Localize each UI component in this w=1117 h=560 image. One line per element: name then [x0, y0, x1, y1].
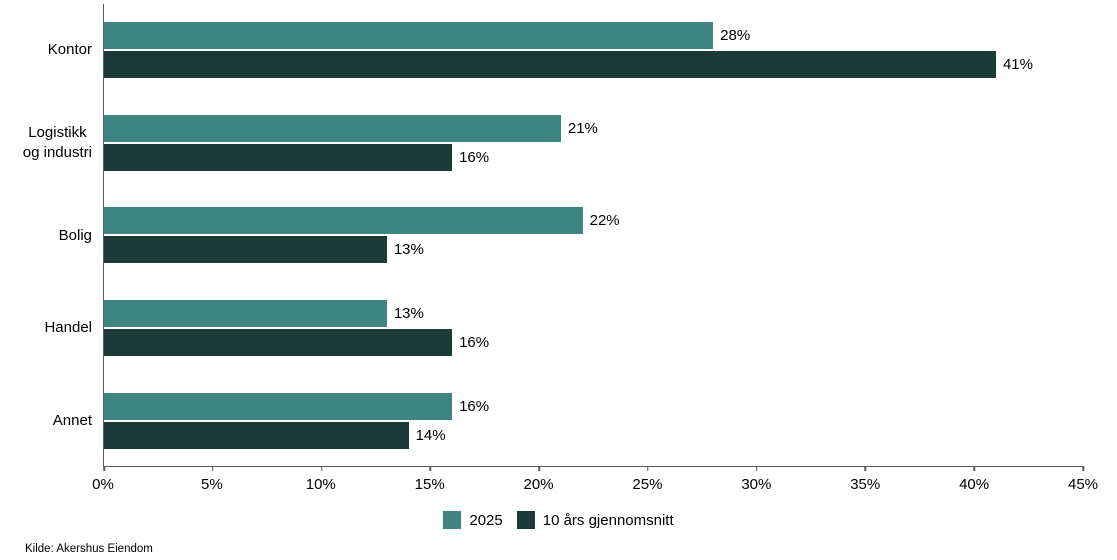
- x-axis-tick-label: 20%: [523, 476, 554, 493]
- category-label-line: Bolig: [58, 226, 92, 244]
- category-label-line: Kontor: [47, 41, 92, 59]
- category-label-annet: Annet: [53, 411, 92, 431]
- bar-row: 22%: [104, 207, 1083, 235]
- bar-row: 16%: [104, 329, 1083, 357]
- bar-pair: 21% 16%: [104, 114, 1083, 171]
- value-label-10-års-gjennomsnitt-kontor: 41%: [1002, 56, 1033, 74]
- x-axis-tick-label: 30%: [741, 476, 772, 493]
- value-label-2025-kontor: 28%: [720, 27, 751, 45]
- bar-row: 16%: [104, 143, 1083, 171]
- legend-item-2025: 2025: [443, 511, 503, 529]
- x-axis-tick: [1082, 466, 1084, 471]
- bar-row: 21%: [104, 114, 1083, 142]
- x-axis-tick-label: 5%: [201, 476, 223, 493]
- bar-group-handel: 13% 16%: [104, 282, 1083, 375]
- value-label-2025-bolig: 22%: [589, 212, 620, 230]
- x-axis-tick-label: 15%: [414, 476, 445, 493]
- x-axis-tick: [864, 466, 867, 471]
- bar-10-års-gjennomsnitt-handel: [104, 329, 453, 357]
- x-axis-tick-label: 25%: [632, 476, 663, 493]
- legend-item-10-års-gjennomsnitt: 10 års gjennomsnitt: [516, 511, 674, 529]
- x-axis-tick-label: 10%: [305, 476, 336, 493]
- bar-group-kontor: 28% 41%: [104, 4, 1083, 97]
- bar-2025-logistikk-og-industri: [104, 114, 561, 142]
- bar-group-bolig: 22% 13%: [104, 189, 1083, 282]
- bar-row: 16%: [104, 392, 1083, 420]
- bar-pair: 22% 13%: [104, 207, 1083, 264]
- x-axis-tick: [973, 466, 975, 471]
- bar-2025-annet: [104, 392, 453, 420]
- x-axis-tick: [429, 466, 432, 471]
- bar-2025-handel: [104, 300, 387, 328]
- legend-label-10-års-gjennomsnitt: 10 års gjennomsnitt: [542, 511, 674, 529]
- category-label-logistikk-og-industri: Logistikk og industri: [23, 123, 92, 163]
- x-axis-tick-label: 40%: [959, 476, 990, 493]
- legend-swatch-2025: [443, 511, 462, 529]
- bar-group-annet: 16% 14%: [104, 374, 1083, 467]
- bar-2025-bolig: [104, 207, 583, 235]
- category-label-line: Handel: [44, 319, 92, 337]
- category-label-line: og industri: [22, 143, 92, 161]
- bar-10-års-gjennomsnitt-bolig: [104, 236, 387, 264]
- bar-pair: 13% 16%: [104, 300, 1083, 357]
- bar-2025-kontor: [104, 22, 714, 50]
- category-label-line: Logistikk: [28, 123, 87, 141]
- value-label-2025-logistikk-og-industri: 21%: [567, 119, 598, 137]
- value-label-10-års-gjennomsnitt-annet: 14%: [415, 426, 446, 444]
- bar-row: 28%: [104, 22, 1083, 50]
- bar-row: 13%: [104, 236, 1083, 264]
- value-label-10-års-gjennomsnitt-logistikk-og-industri: 16%: [459, 148, 490, 166]
- x-axis-tick: [647, 466, 649, 471]
- category-label-handel: Handel: [44, 318, 92, 338]
- bar-row: 14%: [104, 421, 1083, 449]
- x-axis-tick-label: 0%: [92, 476, 114, 493]
- x-axis-tick: [755, 466, 758, 471]
- x-axis-tick-label: 35%: [850, 476, 881, 493]
- legend: 2025 10 års gjennomsnitt: [0, 511, 1117, 529]
- category-label-line: Annet: [52, 411, 92, 429]
- bar-10-års-gjennomsnitt-logistikk-og-industri: [104, 143, 453, 171]
- legend-label-2025: 2025: [469, 511, 503, 529]
- bar-10-års-gjennomsnitt-annet: [104, 421, 409, 449]
- bar-pair: 28% 41%: [104, 22, 1083, 79]
- x-axis-tick: [103, 466, 105, 471]
- value-label-10-års-gjennomsnitt-bolig: 13%: [393, 241, 424, 259]
- value-label-2025-annet: 16%: [459, 397, 490, 415]
- bar-row: 41%: [104, 51, 1083, 79]
- category-label-bolig: Bolig: [59, 226, 92, 246]
- value-label-10-års-gjennomsnitt-handel: 16%: [459, 334, 490, 352]
- source-note: Kilde: Akershus Eiendom: [25, 543, 153, 555]
- bar-pair: 16% 14%: [104, 392, 1083, 449]
- legend-swatch-10-års-gjennomsnitt: [516, 511, 535, 529]
- category-label-kontor: Kontor: [48, 40, 92, 60]
- x-axis-tick-label: 45%: [1067, 476, 1099, 493]
- x-axis-tick: [320, 466, 323, 471]
- x-axis-tick: [212, 466, 214, 471]
- x-axis-tick: [538, 466, 540, 471]
- value-label-2025-handel: 13%: [393, 305, 424, 323]
- bar-row: 13%: [104, 300, 1083, 328]
- bar-group-logistikk-og-industri: 21% 16%: [104, 97, 1083, 190]
- bar-10-års-gjennomsnitt-kontor: [104, 51, 996, 79]
- plot-area: 28% 41% 21% 16% 22% 13% 13% 16% 16% 14%: [103, 4, 1084, 471]
